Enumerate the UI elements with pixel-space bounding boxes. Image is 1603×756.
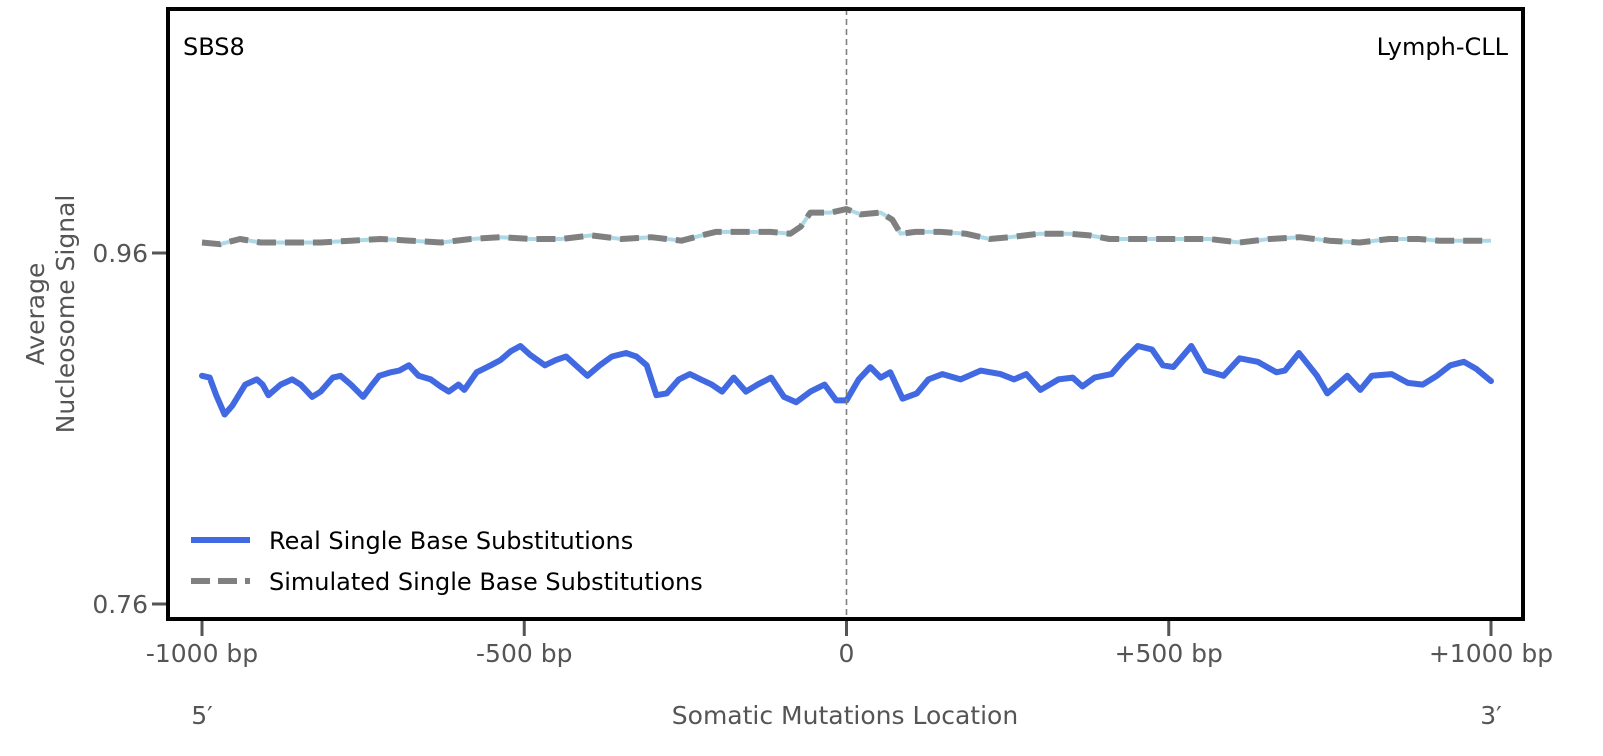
three-prime-label: 3′ — [1480, 701, 1502, 730]
y-axis-title-line1: Average — [21, 263, 50, 366]
x-tick-label: -1000 bp — [146, 639, 258, 668]
cancer-type-label: Lymph-CLL — [1377, 33, 1509, 61]
legend-simulated-label: Simulated Single Base Substitutions — [269, 568, 703, 596]
y-axis: 0.96 0.76 — [92, 239, 166, 619]
x-tick-label: +500 bp — [1115, 639, 1223, 668]
x-tick-label: +1000 bp — [1429, 639, 1553, 668]
y-axis-title-line2: Nucleosome Signal — [51, 195, 80, 434]
signature-label: SBS8 — [183, 33, 245, 61]
legend: Real Single Base Substitutions Simulated… — [191, 527, 703, 596]
x-axis: -1000 bp -500 bp 0 +500 bp +1000 bp — [146, 621, 1553, 668]
x-tick-label: 0 — [839, 639, 855, 668]
y-tick-label: 0.96 — [92, 239, 148, 268]
x-tick-label: -500 bp — [476, 639, 572, 668]
x-axis-title: Somatic Mutations Location — [672, 701, 1018, 730]
five-prime-label: 5′ — [191, 701, 213, 730]
y-tick-label: 0.76 — [92, 590, 148, 619]
legend-real-label: Real Single Base Substitutions — [269, 527, 633, 555]
